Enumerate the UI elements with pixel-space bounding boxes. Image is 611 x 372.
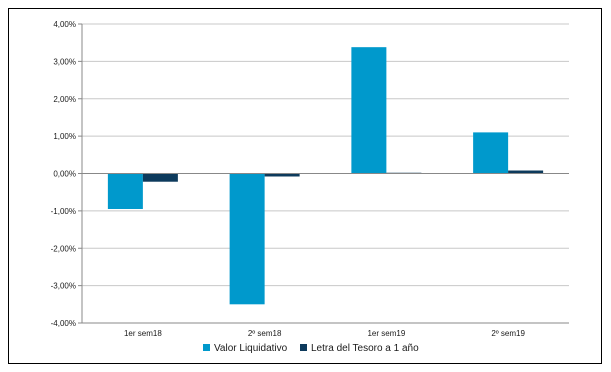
bar-valor-liquidativo (351, 47, 387, 174)
x-tick-label: 2º sem19 (491, 329, 525, 338)
bar-valor-liquidativo (107, 173, 143, 210)
legend-label: Valor Liquidativo (214, 343, 288, 354)
y-tick-label: 3,00% (53, 57, 76, 66)
bar-valor-liquidativo (473, 132, 509, 174)
y-tick-label: 2,00% (53, 95, 76, 104)
y-tick-label: 0,00% (53, 170, 76, 179)
y-tick-label: -4,00% (51, 319, 76, 328)
legend-swatch (203, 344, 210, 351)
legend-label: Letra del Tesoro a 1 año (311, 343, 419, 354)
bar-letra-tesoro (142, 173, 178, 182)
x-tick-label: 2º sem18 (248, 329, 282, 338)
bar-valor-liquidativo (229, 173, 265, 305)
legend-swatch (300, 344, 307, 351)
y-tick-label: -3,00% (51, 282, 76, 291)
x-tick-label: 1er sem19 (367, 329, 405, 338)
y-tick-label: 4,00% (53, 20, 76, 29)
bar-letra-tesoro (264, 173, 300, 177)
x-tick-label: 1er sem18 (124, 329, 162, 338)
bar-letra-tesoro (508, 170, 544, 174)
y-tick-label: 1,00% (53, 132, 76, 141)
y-tick-label: -1,00% (51, 207, 76, 216)
y-tick-label: -2,00% (51, 244, 76, 253)
